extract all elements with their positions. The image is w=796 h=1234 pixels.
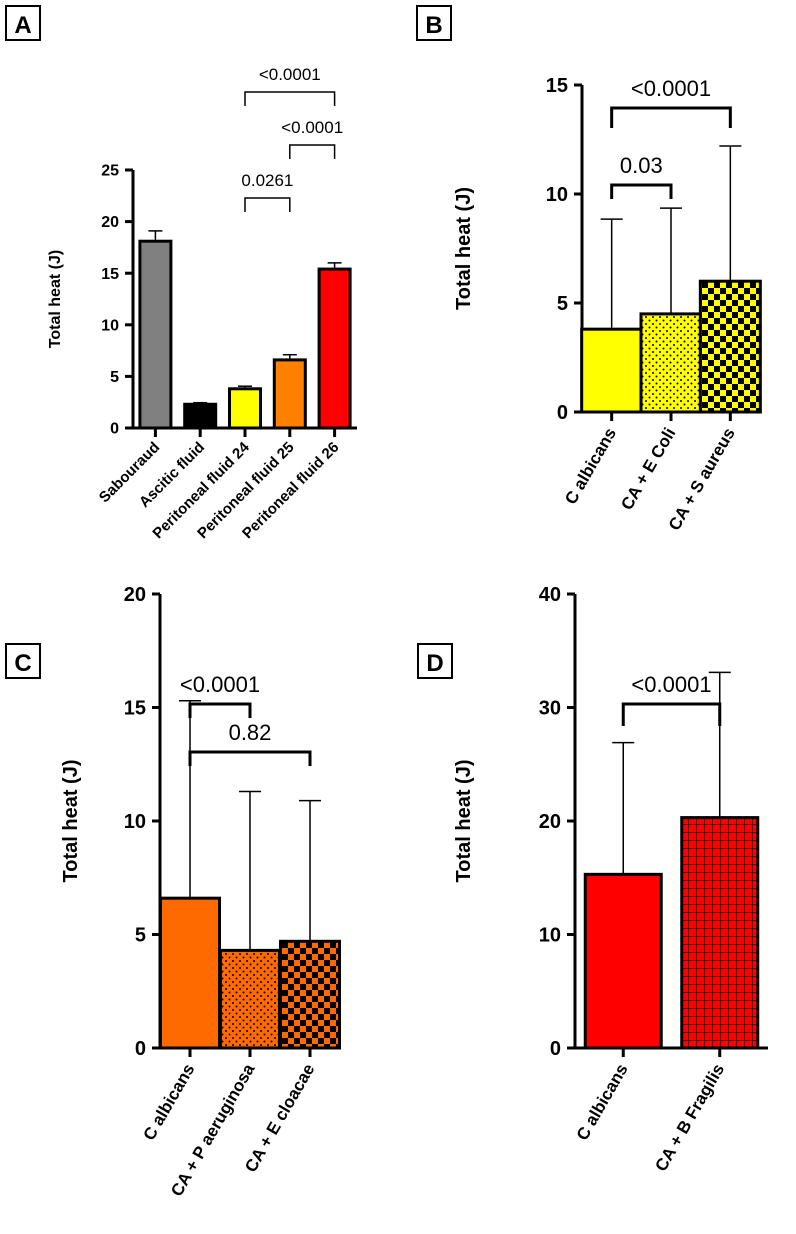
panel-letter-box <box>416 5 452 41</box>
bar <box>639 312 703 414</box>
significance-bracket: <0.0001 <box>281 118 343 159</box>
bar <box>317 267 352 430</box>
category-label: CA + S aureus <box>665 425 739 534</box>
panel-letter-d: D <box>417 643 453 679</box>
bar <box>183 402 218 430</box>
y-tick-label: 10 <box>101 317 119 334</box>
p-value-label: <0.0001 <box>259 65 321 84</box>
significance-bracket: <0.0001 <box>244 65 336 106</box>
p-value-label: <0.0001 <box>631 672 711 697</box>
significance-bracket: 0.0261 <box>241 171 293 212</box>
y-axis-label: Total heat (J) <box>60 760 82 883</box>
bracket-line <box>289 144 336 159</box>
y-tick-label: 30 <box>539 698 561 720</box>
chart-panel-d: D 0 10 20 30 40 Total heat (J) C albicans CA + B… <box>417 584 768 1175</box>
y-tick-label: 15 <box>101 266 119 283</box>
panel-letter-text: C <box>14 650 31 677</box>
y-tick-label: 15 <box>546 75 568 97</box>
bracket-line <box>244 197 291 212</box>
bracket-line <box>610 106 732 128</box>
y-tick-label: 10 <box>124 811 146 833</box>
panel-letter-c: C <box>5 643 41 679</box>
panel-letter-box <box>417 643 453 679</box>
category-label: CA + B Fragilis <box>651 1061 728 1175</box>
bracket-line <box>188 750 312 766</box>
significance-bracket: 0.82 <box>188 720 312 766</box>
panel-letter-b: B <box>416 5 452 41</box>
y-tick-label: 0 <box>550 1038 561 1060</box>
p-value-label: <0.0001 <box>180 672 260 697</box>
panel-letter-box <box>5 643 41 679</box>
significance-bracket: <0.0001 <box>180 672 260 718</box>
bar <box>272 358 307 430</box>
bracket-line <box>188 702 252 718</box>
category-label: C albicans <box>561 425 620 508</box>
y-tick-label: 5 <box>110 369 119 386</box>
y-tick-label: 15 <box>124 698 146 720</box>
bar <box>580 327 644 414</box>
panel-letter-text: D <box>426 650 443 677</box>
y-tick-label: 5 <box>135 925 146 947</box>
p-value-label: 0.03 <box>620 153 663 178</box>
bar <box>228 387 262 430</box>
bar <box>279 939 341 1050</box>
p-value-label: <0.0001 <box>631 76 711 101</box>
bar <box>219 948 281 1050</box>
bar <box>159 896 221 1050</box>
y-tick-label: 10 <box>546 184 568 206</box>
bracket-line <box>610 183 673 199</box>
category-label: C albicans <box>139 1061 198 1144</box>
bar <box>680 816 760 1050</box>
p-value-label: 0.0261 <box>241 171 293 190</box>
significance-bracket: 0.03 <box>610 153 673 199</box>
y-axis-label: Total heat (J) <box>453 187 475 310</box>
significance-bracket: <0.0001 <box>610 76 732 128</box>
bar <box>583 872 663 1050</box>
panel-letter-text: B <box>425 12 442 39</box>
y-tick-label: 25 <box>101 163 119 180</box>
category-label: CA + E Coli <box>617 425 679 514</box>
p-value-label: 0.82 <box>229 720 272 745</box>
panel-letter-a: A <box>5 5 41 41</box>
y-axis-label: Total heat (J) <box>453 760 475 883</box>
panel-letter-text: A <box>14 12 31 39</box>
bracket-line <box>621 702 722 726</box>
bar <box>138 239 173 430</box>
y-tick-label: 0 <box>135 1038 146 1060</box>
y-axis-label: Total heat (J) <box>47 250 64 348</box>
y-tick-label: 0 <box>557 402 568 424</box>
y-tick-label: 20 <box>539 811 561 833</box>
y-tick-label: 0 <box>110 421 119 438</box>
y-tick-label: 20 <box>124 584 146 606</box>
panel-letter-box <box>5 5 41 41</box>
significance-bracket: <0.0001 <box>621 672 722 726</box>
p-value-label: <0.0001 <box>281 118 343 137</box>
bar <box>698 279 762 414</box>
y-tick-label: 10 <box>539 925 561 947</box>
y-tick-label: 20 <box>101 214 119 231</box>
y-tick-label: 40 <box>539 584 561 606</box>
category-label: C albicans <box>573 1061 632 1144</box>
bracket-line <box>244 91 336 106</box>
y-tick-label: 5 <box>557 293 568 315</box>
